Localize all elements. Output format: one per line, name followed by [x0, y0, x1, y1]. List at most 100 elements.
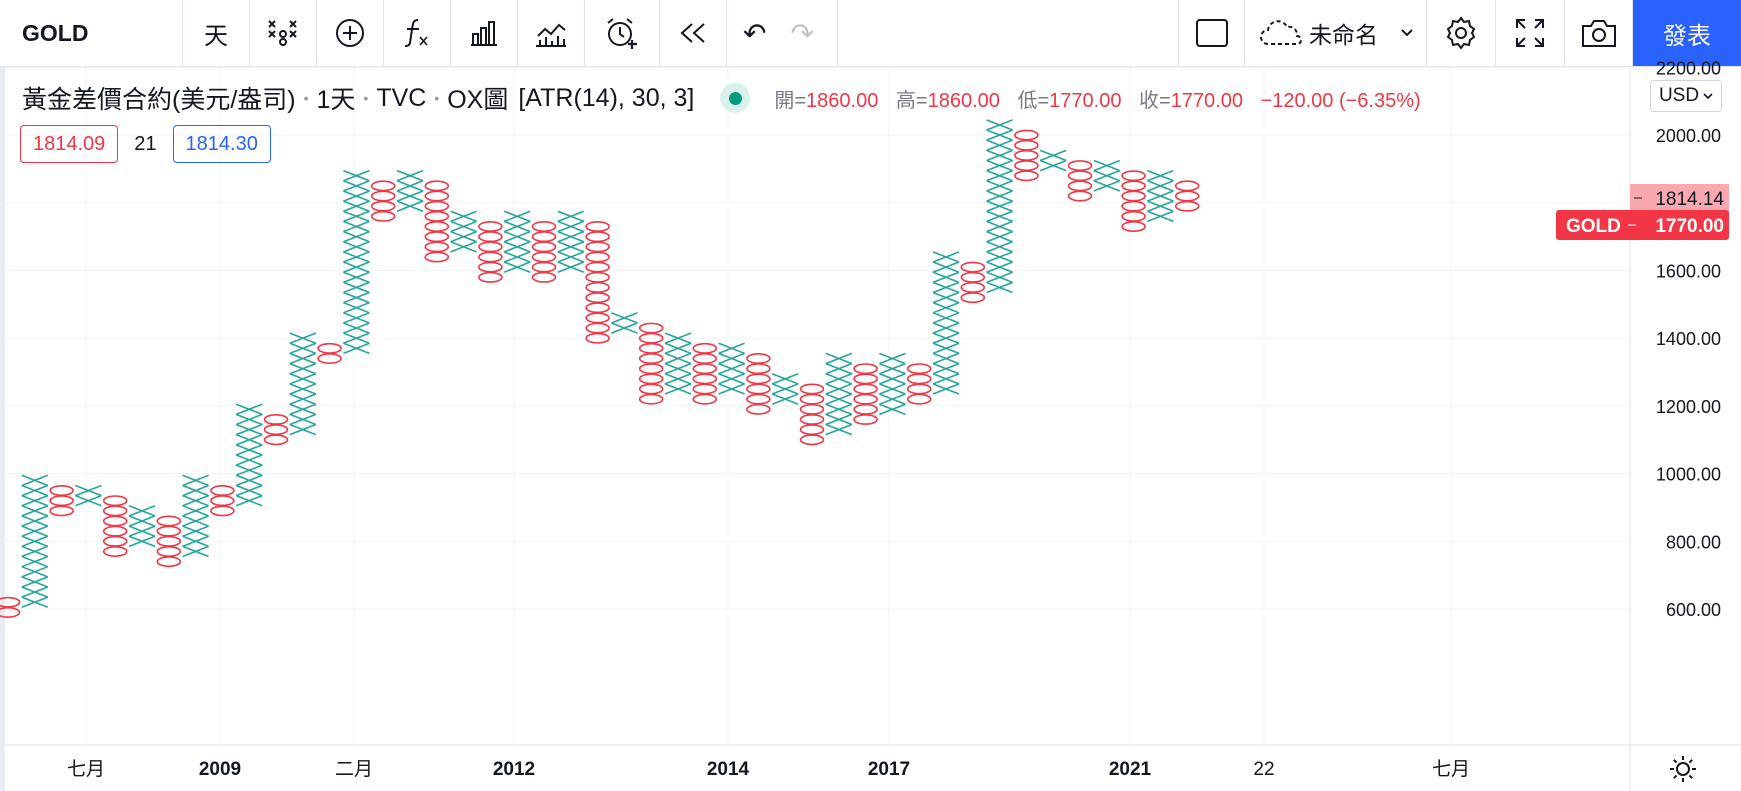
bid-ask-panel: 1814.09 21 1814.30: [20, 125, 271, 163]
camera-snapshot-icon[interactable]: [1565, 0, 1633, 66]
undo-redo-group: ↶ ↷: [727, 0, 838, 66]
x-box: [396, 180, 424, 192]
o-box: [1121, 221, 1146, 232]
x-box: [182, 515, 209, 527]
o-box: [1014, 129, 1039, 141]
compare-add-icon[interactable]: [317, 0, 384, 66]
x-box: [932, 291, 960, 304]
o-box: [317, 342, 342, 354]
x-box: [182, 525, 209, 537]
strategy-icon[interactable]: [518, 0, 585, 66]
o-box: [102, 545, 128, 557]
x-box: [879, 383, 906, 395]
x-box: [1147, 200, 1174, 213]
x-box: [932, 281, 960, 294]
o-box: [585, 281, 610, 293]
symbol-search-button[interactable]: GOLD: [0, 0, 183, 66]
indicators-fx-icon[interactable]: [384, 0, 451, 66]
x-box: [289, 423, 317, 436]
redo-icon[interactable]: ↷: [790, 17, 814, 49]
x-box: [825, 393, 853, 405]
o-box: [638, 363, 664, 375]
o-column: [370, 180, 396, 222]
o-box: [370, 190, 396, 202]
x-box: [932, 372, 960, 385]
layout-name-menu[interactable]: 未命名: [1245, 0, 1427, 66]
x-box: [932, 251, 960, 263]
x-column: [825, 352, 853, 436]
alert-clock-icon[interactable]: [585, 0, 660, 66]
x-box: [825, 383, 853, 395]
x-box: [21, 484, 49, 497]
chart-type-pnf-icon[interactable]: [250, 0, 317, 66]
time-axis[interactable]: 七月 2009 二月 2012 2014 2017 2021 22 七月: [67, 758, 1470, 780]
x-box: [879, 352, 906, 365]
o-box: [49, 495, 74, 507]
instrument-name[interactable]: 黃金差價合約(美元/盎司): [22, 86, 296, 114]
currency-select[interactable]: USD: [1650, 80, 1722, 112]
o-box: [692, 383, 718, 395]
x-box: [932, 271, 960, 284]
o-box: [1067, 170, 1093, 182]
o-box: [638, 373, 664, 385]
x-box: [664, 332, 692, 345]
x-box: [343, 180, 370, 192]
o-column: [746, 353, 771, 415]
price-tick-label: 800.00: [1666, 532, 1721, 552]
o-box: [210, 505, 235, 517]
x-box: [557, 261, 585, 273]
x-box: [986, 180, 1013, 192]
o-box: [799, 383, 825, 395]
publish-button[interactable]: 發表: [1633, 0, 1741, 66]
x-box: [771, 393, 799, 405]
layout-name-label: 未命名: [1309, 22, 1378, 48]
templates-icon[interactable]: [451, 0, 518, 66]
o-box: [746, 363, 771, 375]
sell-price-button[interactable]: 1814.09: [20, 125, 119, 163]
o-box: [799, 434, 825, 446]
x-box: [343, 200, 370, 213]
price-axis[interactable]: 600.00 800.00 1000.00 1200.00 1400.00 1600.00…: [1656, 58, 1721, 620]
x-box: [450, 210, 477, 223]
x-box: [396, 190, 424, 202]
x-box: [21, 474, 49, 487]
x-column: [771, 372, 799, 405]
x-box: [1147, 210, 1174, 223]
o-box: [906, 383, 932, 395]
x-box: [1093, 180, 1121, 192]
buy-price-button[interactable]: 1814.30: [172, 125, 271, 163]
x-box: [825, 423, 853, 436]
x-box: [932, 312, 960, 324]
o-box: [960, 261, 986, 273]
left-sidebar-edge: [0, 66, 5, 791]
currency-label: USD: [1658, 85, 1700, 106]
symbol-price-marker-bg: [1556, 209, 1729, 240]
o-column: [0, 596, 21, 618]
layout-select-icon[interactable]: [1178, 0, 1245, 66]
fullscreen-icon[interactable]: [1496, 0, 1565, 66]
interval-button[interactable]: 天: [183, 0, 250, 66]
x-box: [21, 586, 49, 598]
replay-rewind-icon[interactable]: [660, 0, 727, 66]
x-box: [932, 362, 960, 375]
o-box: [49, 505, 74, 517]
x-box: [21, 555, 49, 568]
o-box: [1014, 139, 1039, 151]
o-box: [799, 393, 825, 405]
close-value: 1770.00: [1170, 89, 1243, 112]
undo-icon[interactable]: ↶: [743, 17, 767, 49]
x-box: [932, 383, 960, 395]
time-tick-label: 2014: [707, 759, 750, 780]
x-box: [986, 210, 1013, 223]
sun-theme-icon[interactable]: [1668, 754, 1698, 784]
x-column: [235, 403, 263, 507]
settings-gear-icon[interactable]: [1427, 0, 1496, 66]
x-box: [128, 505, 156, 517]
x-box: [771, 383, 799, 395]
x-box: [986, 190, 1013, 202]
x-box: [986, 230, 1013, 243]
o-box: [1121, 180, 1146, 192]
market-status-icon[interactable]: [720, 83, 751, 113]
change-value: −120.00 (−6.35%): [1260, 89, 1421, 112]
